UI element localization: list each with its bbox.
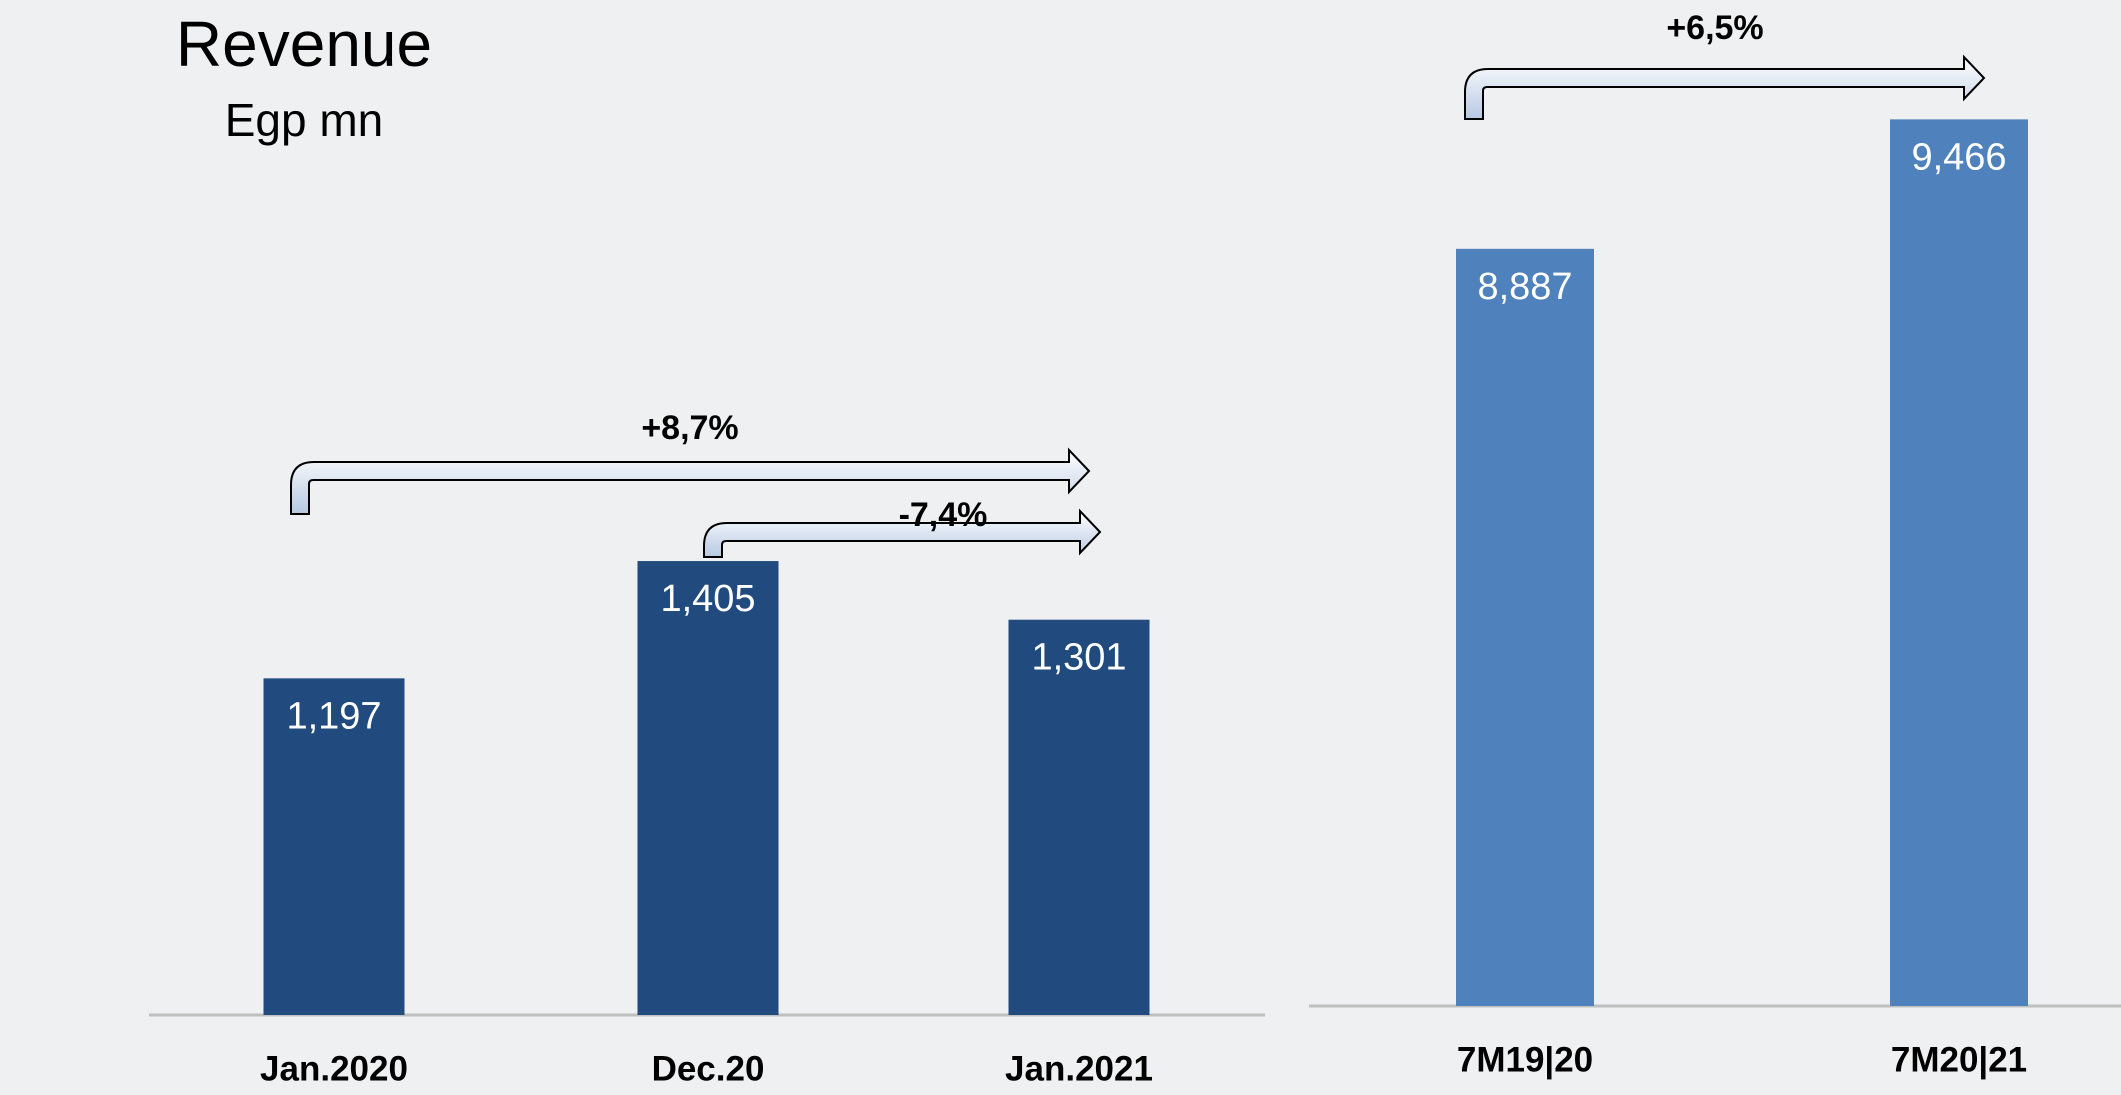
- growth-arrow: [1464, 54, 1986, 120]
- annotation: +6,5%: [1666, 9, 1763, 47]
- bar: [1008, 619, 1150, 1015]
- annotation: +8,7%: [641, 409, 738, 447]
- value-label: 1,301: [1031, 637, 1126, 679]
- bar: [1456, 248, 1594, 1007]
- x-tick-label: Jan.2020: [260, 1049, 408, 1088]
- bar: [1890, 119, 2028, 1007]
- value-label: 1,405: [660, 578, 755, 620]
- value-label: 1,197: [286, 695, 381, 737]
- growth-arrow: [703, 508, 1102, 558]
- bar: [637, 561, 779, 1015]
- x-tick-label: 7M19|20: [1457, 1040, 1593, 1079]
- value-label: 9,466: [1911, 136, 2006, 178]
- chart-title: Revenue: [176, 8, 432, 80]
- x-tick-label: Jan.2021: [1005, 1049, 1153, 1088]
- growth-arrow: [290, 447, 1091, 515]
- x-tick-label: Dec.20: [652, 1049, 765, 1088]
- value-label: 8,887: [1477, 266, 1572, 308]
- x-tick-label: 7M20|21: [1891, 1040, 2027, 1079]
- chart-subtitle: Egp mn: [225, 94, 384, 146]
- annotation: -7,4%: [899, 496, 988, 534]
- bar: [263, 678, 405, 1015]
